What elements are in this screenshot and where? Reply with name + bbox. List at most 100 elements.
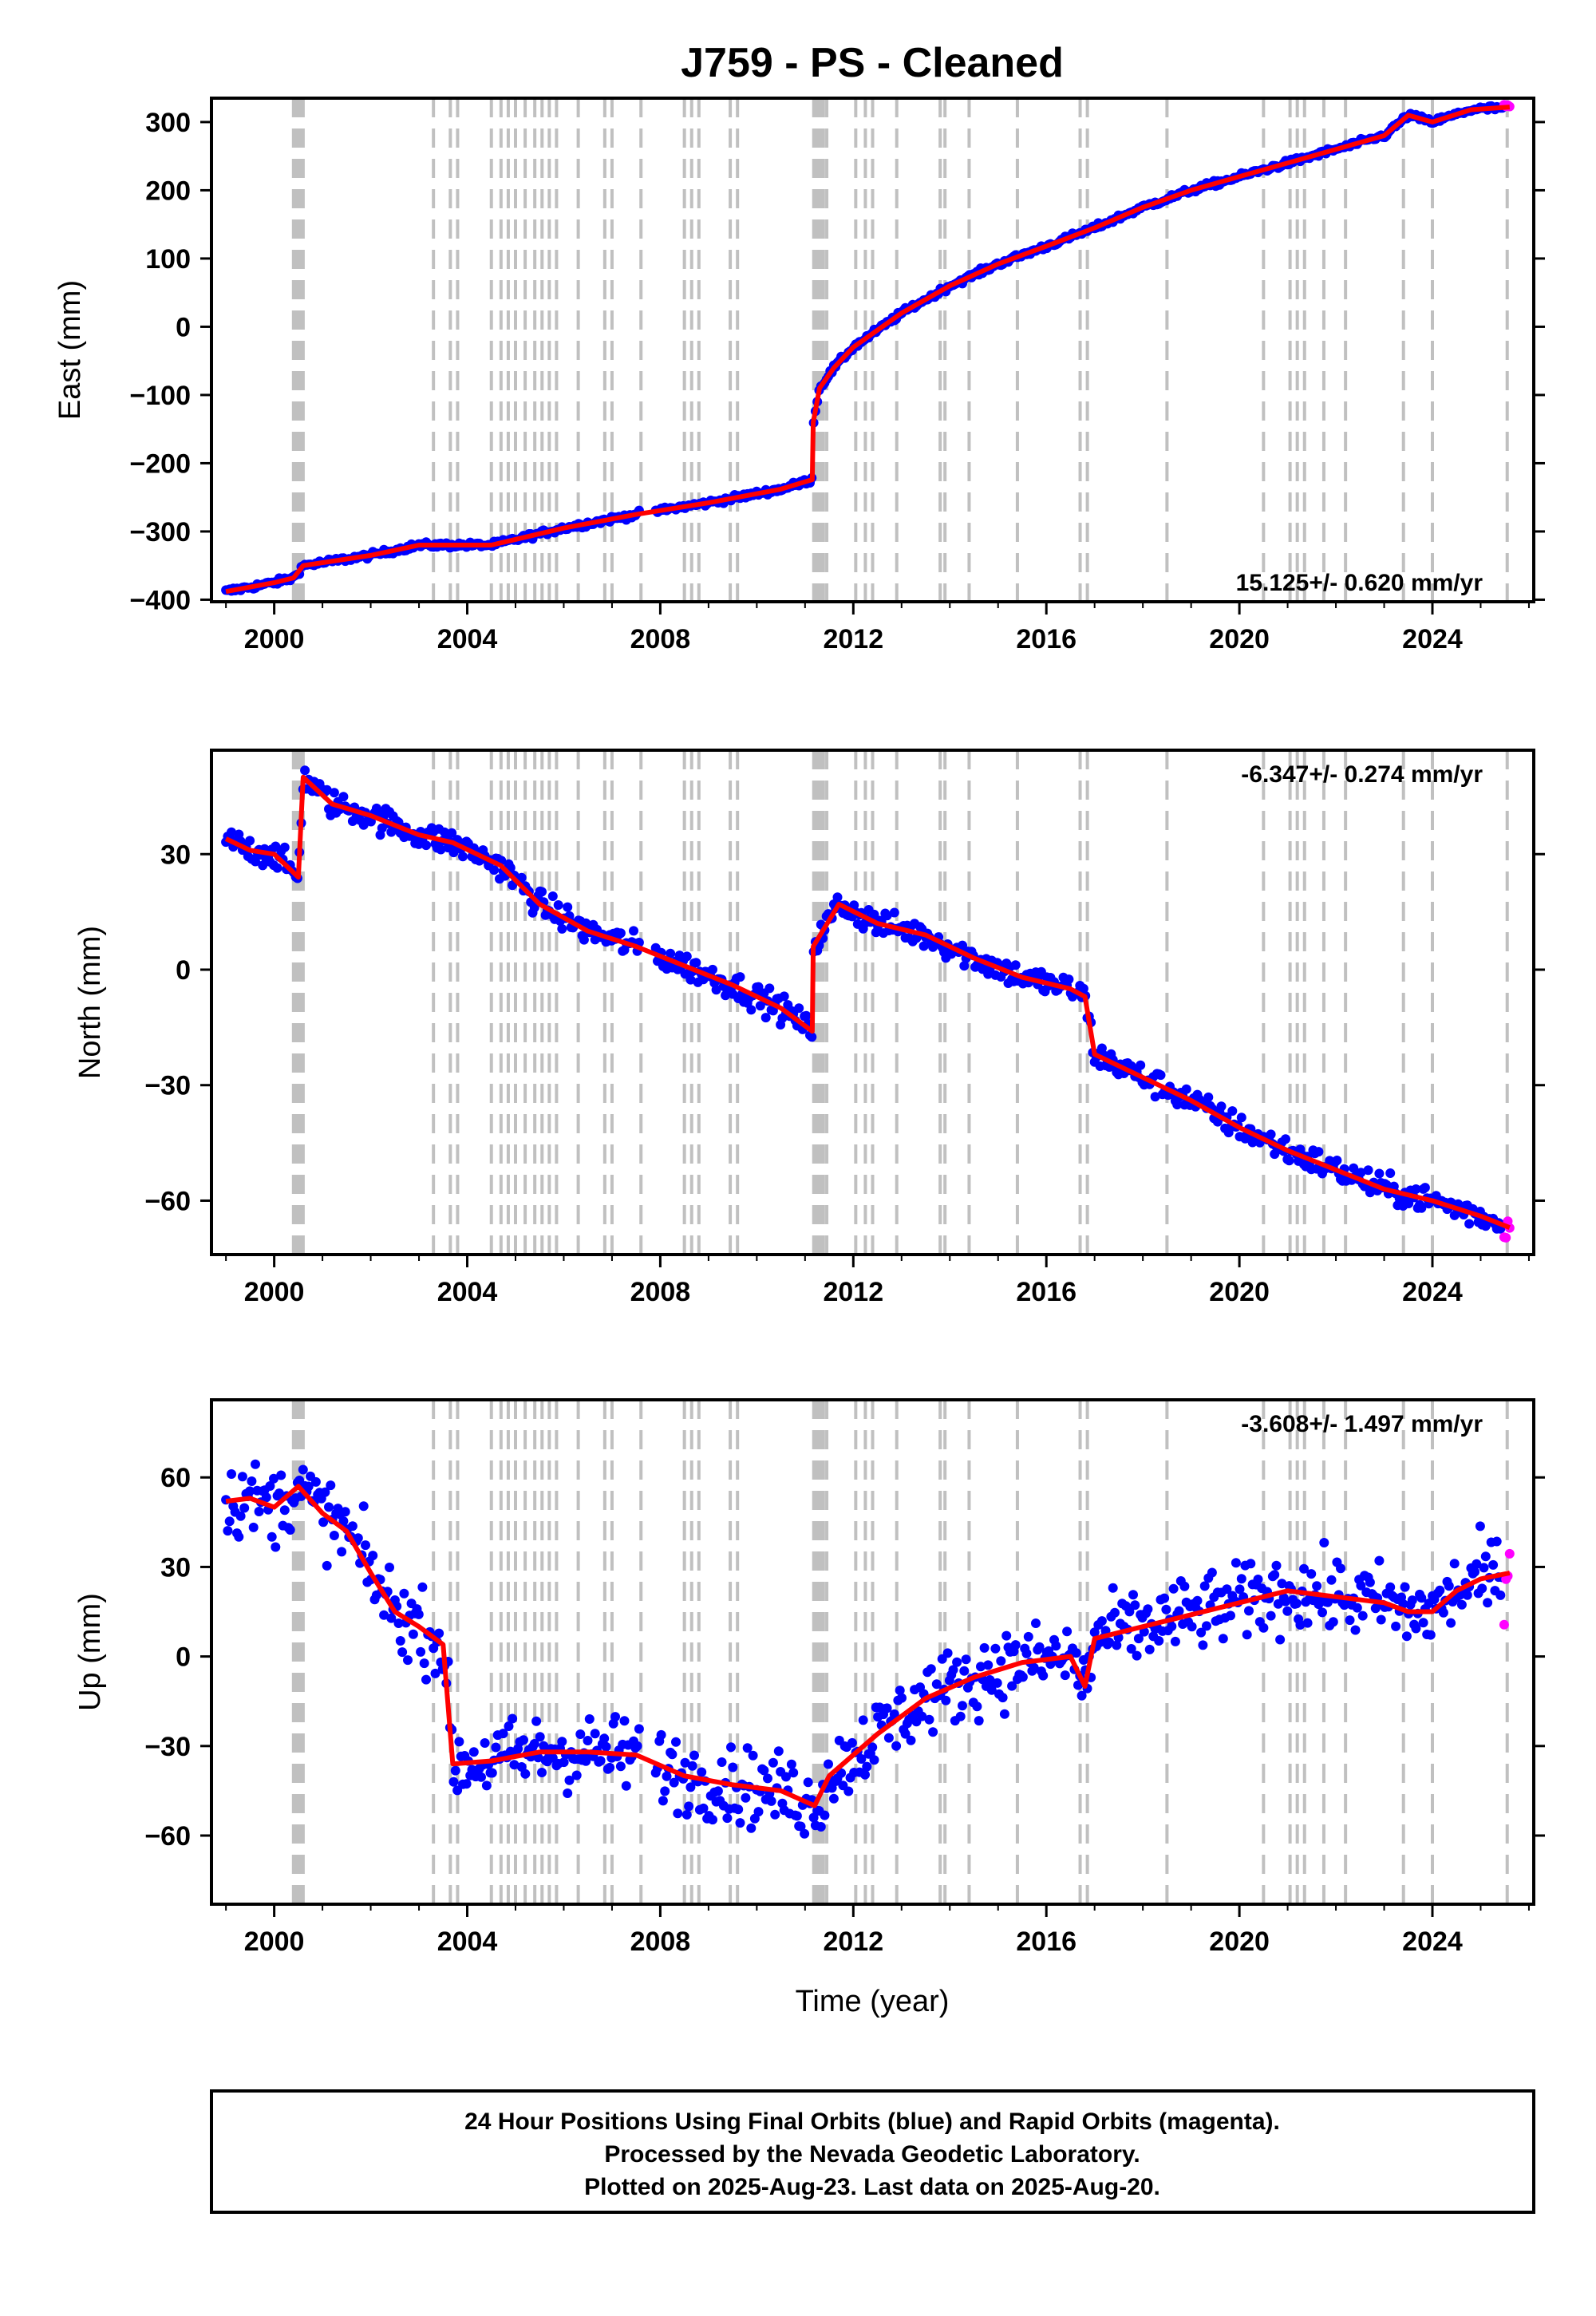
up-final-point <box>1306 1569 1317 1579</box>
up-final-point <box>285 1525 295 1535</box>
up-final-point <box>610 1712 620 1722</box>
north-final-point <box>1078 983 1088 994</box>
up-final-point <box>1365 1577 1375 1587</box>
north-final-point <box>1266 1129 1276 1140</box>
north-final-point <box>1216 1101 1227 1112</box>
up-final-point <box>1031 1618 1041 1628</box>
east-y-tick-label: −100 <box>129 381 191 411</box>
up-final-point <box>1124 1607 1135 1617</box>
up-final-point <box>680 1757 690 1768</box>
up-final-point <box>276 1470 286 1480</box>
up-final-point <box>773 1746 784 1757</box>
up-final-point <box>1407 1595 1417 1606</box>
up-final-point <box>583 1736 593 1745</box>
up-final-point <box>584 1714 595 1724</box>
east-y-tick-label: −200 <box>129 449 191 479</box>
north-final-point <box>579 935 589 945</box>
up-final-point <box>1062 1626 1073 1637</box>
north-final-point <box>329 788 339 798</box>
up-final-point <box>1275 1634 1286 1645</box>
up-final-point <box>590 1729 600 1739</box>
up-final-point <box>318 1517 329 1528</box>
up-final-point <box>559 1757 569 1768</box>
up-final-point <box>816 1822 826 1832</box>
up-final-point <box>454 1737 464 1747</box>
up-final-point <box>1370 1603 1381 1614</box>
east-x-tick-label: 2012 <box>823 624 883 654</box>
north-final-point <box>711 985 721 995</box>
up-x-tick-label: 2004 <box>437 1927 498 1957</box>
up-final-point <box>413 1609 424 1619</box>
east-model-line <box>225 105 1511 595</box>
up-axis-label: Up (mm) <box>73 1593 107 1711</box>
up-final-point <box>983 1660 994 1670</box>
north-final-point <box>1420 1183 1430 1193</box>
north-final-point <box>832 892 843 903</box>
up-final-point <box>248 1522 259 1532</box>
east-axis-ticks: 2000 2004 2008 2012 2016 2020 2024−400−300−200… <box>129 108 1545 654</box>
up-final-point <box>900 1729 911 1739</box>
up-final-point <box>1449 1559 1460 1569</box>
up-final-point <box>766 1796 776 1806</box>
up-final-point <box>1299 1563 1309 1574</box>
up-final-point <box>843 1786 854 1796</box>
up-final-point <box>1291 1599 1302 1609</box>
north-final-point <box>1284 1156 1294 1166</box>
north-final-point <box>629 926 638 936</box>
up-final-point <box>1411 1623 1421 1634</box>
up-final-point <box>322 1560 332 1571</box>
up-model-line <box>225 1484 1511 1808</box>
up-final-point <box>1001 1630 1012 1641</box>
up-final-point <box>1130 1600 1140 1611</box>
north-final-point <box>440 827 449 837</box>
north-x-tick-label: 2020 <box>1209 1277 1270 1307</box>
up-final-point <box>379 1610 389 1620</box>
north-axis-label: North (mm) <box>73 926 107 1079</box>
up-final-point <box>1222 1584 1232 1595</box>
up-final-point <box>234 1531 244 1542</box>
up-y-tick-label: −30 <box>144 1732 191 1762</box>
east-x-tick-label: 2000 <box>244 624 305 654</box>
up-final-point <box>860 1769 870 1780</box>
up-final-point <box>368 1551 378 1561</box>
north-x-tick-label: 2000 <box>244 1277 305 1307</box>
north-y-tick-label: 30 <box>160 840 191 870</box>
up-final-point <box>658 1796 668 1806</box>
up-final-point <box>632 1741 642 1751</box>
up-final-point <box>828 1793 839 1804</box>
north-final-point <box>1363 1165 1373 1176</box>
up-final-point <box>520 1769 531 1779</box>
up-final-point <box>1199 1581 1210 1591</box>
up-final-point <box>974 1716 984 1726</box>
north-final-point <box>755 1001 765 1011</box>
up-final-point <box>1154 1636 1164 1646</box>
north-x-tick-label: 2012 <box>823 1277 883 1307</box>
up-final-point <box>948 1665 958 1675</box>
north-final-point <box>537 887 547 897</box>
up-x-tick-label: 2012 <box>823 1927 883 1957</box>
up-final-point <box>239 1503 250 1513</box>
north-final-point <box>436 844 446 855</box>
up-rate-label: -3.608+/- 1.497 mm/yr <box>1241 1411 1483 1437</box>
north-final-point <box>869 909 879 919</box>
up-plot-frame <box>210 1398 1535 1906</box>
up-final-point <box>337 1547 347 1557</box>
up-final-point <box>487 1768 497 1778</box>
up-final-point <box>537 1768 547 1777</box>
up-y-tick-label: 0 <box>176 1642 191 1673</box>
up-final-point <box>824 1759 833 1769</box>
up-final-point <box>976 1662 986 1672</box>
north-x-tick-label: 2008 <box>630 1277 691 1307</box>
up-final-point <box>820 1810 830 1820</box>
up-final-point <box>223 1526 233 1536</box>
up-rapid-point <box>1504 1548 1515 1559</box>
up-final-point <box>274 1488 284 1499</box>
up-final-point <box>468 1747 479 1757</box>
up-x-tick-label: 2008 <box>630 1927 691 1957</box>
up-final-point <box>1374 1555 1385 1566</box>
east-y-tick-label: 0 <box>176 312 191 342</box>
up-final-point <box>564 1775 575 1785</box>
up-final-point <box>713 1786 723 1796</box>
up-final-point <box>1385 1582 1396 1592</box>
up-final-point <box>237 1472 247 1482</box>
